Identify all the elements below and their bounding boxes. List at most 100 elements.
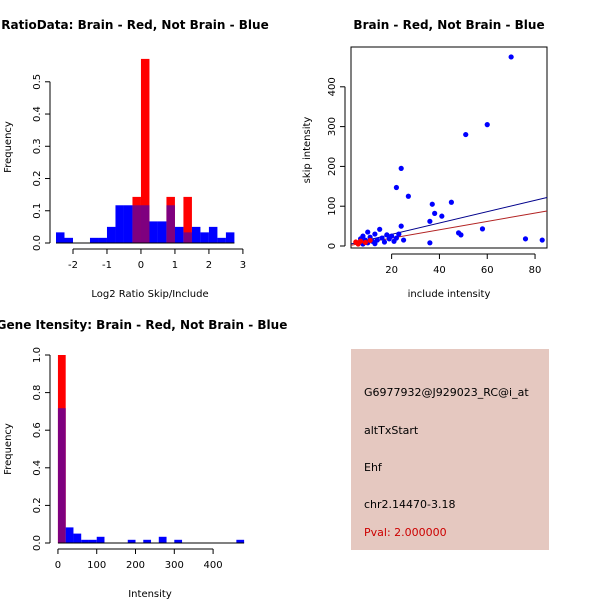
scatter-point-not-brain [386, 236, 392, 242]
scatter-y-tick-label: 400 [327, 77, 338, 96]
ratio-bar-not-brain [89, 237, 99, 243]
scatter-point-not-brain [381, 239, 388, 245]
ratio-histogram-xlabel: Log2 Ratio Skip/Include [91, 289, 208, 300]
gene-x-tick-label: 0 [55, 560, 61, 571]
gene-bar-not-brain [158, 536, 167, 543]
genomic-location: chr2.14470-3.18 [364, 498, 456, 511]
gene-bar-overlap [57, 408, 66, 543]
gene-y-tick-label: 0.8 [32, 385, 43, 401]
scatter-point-not-brain [479, 226, 486, 232]
gene-histogram-xlabel: Intensity [128, 589, 172, 600]
ratio-bar-not-brain [106, 226, 116, 243]
ratio-bar-not-brain [191, 226, 201, 243]
scatter-point-not-brain [463, 131, 469, 138]
gene-y-tick-label: 0.4 [32, 460, 43, 476]
scatter-point-not-brain [377, 226, 383, 232]
info-panel: G6977932@J929023_RC@i_at altTxStart Ehf … [351, 349, 549, 550]
gene-y-tick-label: 0.6 [32, 422, 43, 438]
ratio-bar-overlap [132, 205, 141, 243]
scatter-point-not-brain [393, 235, 400, 241]
ratio-x-tick-label: 1 [172, 260, 178, 271]
scatter-point-not-brain [365, 229, 371, 235]
scatter-point-not-brain [398, 165, 404, 171]
info-panel-background [351, 349, 549, 550]
scatter-y-tick-label: 200 [327, 157, 338, 176]
gene-x-tick-label: 200 [126, 560, 145, 571]
p-value: Pval: 2.000000 [364, 526, 447, 539]
gene-bar-not-brain [174, 539, 183, 543]
scatter-point-not-brain [398, 223, 404, 229]
probe-id: G6977932@J929023_RC@i_at [364, 386, 529, 399]
gene-x-tick-label: 300 [165, 560, 184, 571]
scatter-point-not-brain [458, 232, 464, 238]
scatter-point-not-brain [484, 122, 490, 128]
gene-bar-not-brain [81, 539, 89, 543]
gene-intensity-histogram: Gene Itensity: Brain - Red, Not Brain - … [0, 318, 287, 600]
ratio-y-tick-label: 0.3 [32, 138, 43, 154]
scatter-ylabel: skip intensity [302, 117, 313, 184]
ratio-histogram: RatioData: Brain - Red, Not Brain - Blue… [1, 18, 268, 300]
ratio-bar-not-brain [225, 232, 235, 243]
ratio-bar-not-brain [208, 226, 218, 243]
scatter-x-tick-label: 20 [385, 265, 398, 276]
scatter-point-not-brain [396, 231, 402, 237]
ratio-bar-not-brain [200, 232, 209, 243]
scatter-point-not-brain [379, 235, 385, 241]
gene-bar-not-brain [65, 527, 74, 543]
scatter-point-not-brain [400, 237, 407, 243]
gene-symbol: Ehf [364, 461, 383, 474]
gene-bar-not-brain [96, 536, 105, 543]
gene-histogram-ylabel: Frequency [3, 423, 14, 475]
scatter-point-not-brain [429, 201, 435, 207]
ratio-bar-not-brain [157, 221, 167, 243]
ratio-x-tick-label: 0 [138, 260, 144, 271]
scatter-point-not-brain [432, 210, 438, 216]
ratio-bar-brain [183, 196, 192, 243]
gene-bar-not-brain [88, 539, 97, 543]
scatter-title: Brain - Red, Not Brain - Blue [353, 18, 544, 32]
gene-y-tick-label: 1.0 [32, 347, 43, 363]
ratio-bar-overlap [140, 205, 150, 243]
gene-bar-not-brain [236, 539, 245, 543]
scatter-point-not-brain [539, 237, 545, 243]
ratio-histogram-ylabel: Frequency [3, 121, 14, 173]
ratio-bar-brain [140, 58, 150, 243]
gene-x-tick-label: 400 [204, 560, 223, 571]
ratio-bar-overlap [183, 232, 192, 243]
ratio-bar-not-brain [149, 221, 158, 243]
ratio-histogram-title: RatioData: Brain - Red, Not Brain - Blue [1, 18, 268, 32]
scatter-point-brain [362, 239, 368, 246]
scatter-point-brain [355, 241, 361, 247]
ratio-bar-overlap [166, 205, 175, 243]
intensity-scatter: Brain - Red, Not Brain - Blue include in… [302, 18, 548, 300]
gene-bar-not-brain [127, 539, 136, 543]
scatter-point-brain [367, 237, 373, 244]
scatter-point-not-brain [393, 184, 400, 191]
gene-histogram-title: Gene Itensity: Brain - Red, Not Brain - … [0, 318, 287, 332]
scatter-point-not-brain [405, 193, 411, 199]
scatter-point-not-brain [522, 236, 529, 242]
event-type: altTxStart [364, 424, 419, 437]
scatter-point-not-brain [508, 54, 514, 60]
ratio-y-tick-label: 0.2 [32, 171, 43, 187]
ratio-y-tick-label: 0.4 [32, 106, 43, 122]
ratio-bar-not-brain [64, 237, 73, 243]
scatter-point-not-brain [427, 240, 433, 246]
scatter-point-not-brain [448, 199, 454, 205]
gene-x-tick-label: 100 [87, 560, 106, 571]
ratio-bar-not-brain [98, 237, 107, 243]
gene-y-tick-label: 0.0 [32, 535, 43, 551]
scatter-x-tick-label: 60 [481, 265, 494, 276]
ratio-bar-not-brain [56, 232, 65, 243]
scatter-y-tick-label: 300 [327, 117, 338, 136]
ratio-x-tick-label: -2 [68, 260, 78, 271]
scatter-point-not-brain [372, 231, 378, 237]
ratio-y-tick-label: 0.0 [32, 235, 43, 251]
scatter-xlabel: include intensity [408, 289, 491, 300]
ratio-x-tick-label: 3 [240, 260, 246, 271]
gene-bar-not-brain [73, 533, 82, 543]
ratio-x-tick-label: 2 [206, 260, 212, 271]
scatter-x-tick-label: 40 [433, 265, 446, 276]
scatter-y-tick-label: 0 [327, 243, 338, 249]
